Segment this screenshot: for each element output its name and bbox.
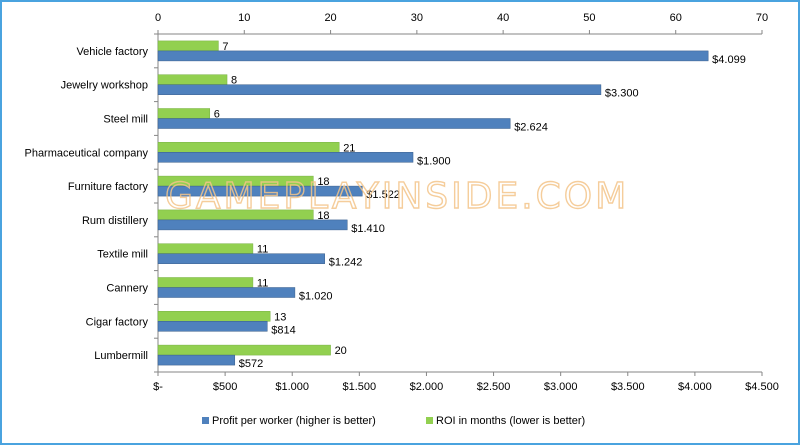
category-label: Lumbermill bbox=[94, 350, 148, 362]
roi-data-label: 7 bbox=[222, 41, 228, 53]
category-label: Jewelry workshop bbox=[61, 80, 148, 92]
profit-data-label: $1.020 bbox=[299, 291, 333, 303]
roi-data-label: 11 bbox=[257, 244, 268, 256]
bottom-axis-tick-label: $2.500 bbox=[477, 381, 511, 393]
profit-bar bbox=[157, 321, 268, 332]
legend-swatch-profit bbox=[202, 417, 209, 424]
roi-bar bbox=[157, 108, 211, 119]
profit-data-label: $572 bbox=[239, 358, 263, 370]
legend: Profit per worker (higher is better) ROI… bbox=[202, 415, 585, 427]
bottom-axis-tick-label: $3.000 bbox=[544, 381, 578, 393]
roi-data-label: 20 bbox=[335, 345, 347, 357]
top-axis-tick-label: 60 bbox=[670, 12, 682, 24]
profit-bar bbox=[157, 185, 363, 197]
roi-data-label: 8 bbox=[231, 75, 237, 87]
legend-label-roi: ROI in months (lower is better) bbox=[436, 415, 585, 427]
roi-data-label: 21 bbox=[343, 142, 355, 154]
category-label: Textile mill bbox=[97, 249, 148, 261]
profit-bar bbox=[157, 50, 709, 62]
roi-data-label: 11 bbox=[257, 278, 268, 290]
bottom-axis-tick-label: $3.500 bbox=[611, 381, 645, 393]
roi-bar bbox=[157, 243, 254, 254]
category-label: Pharmaceutical company bbox=[24, 147, 148, 159]
bottom-axis-tick-label: $1.500 bbox=[343, 381, 377, 393]
bottom-axis-tick-label: $2.000 bbox=[410, 381, 444, 393]
profit-data-label: $814 bbox=[271, 324, 295, 336]
profit-bar bbox=[157, 219, 348, 231]
bottom-axis-tick-label: $4.000 bbox=[678, 381, 712, 393]
profit-bar bbox=[157, 354, 236, 366]
profit-bar bbox=[157, 118, 511, 129]
profit-data-label: $1.242 bbox=[329, 257, 363, 269]
top-axis-tick-label: 30 bbox=[411, 12, 423, 24]
roi-data-label: 6 bbox=[214, 109, 220, 121]
category-label: Steel mill bbox=[103, 114, 148, 126]
profit-data-label: $3.300 bbox=[605, 88, 639, 100]
bottom-axis-tick-label: $4.500 bbox=[745, 381, 779, 393]
profit-bar bbox=[157, 253, 325, 264]
plot-area: 0 10 20 30 40 50 60 70 $- $500 $1.000 $1.500 $2.000 $… bbox=[24, 12, 778, 393]
watermark: GAMEPLAYINSIDE.COM bbox=[165, 176, 629, 217]
roi-bar bbox=[157, 142, 340, 153]
profit-data-label: $1.410 bbox=[351, 223, 385, 235]
legend-swatch-roi bbox=[426, 417, 433, 424]
roi-data-label: 18 bbox=[317, 210, 329, 222]
top-axis-tick-label: 20 bbox=[324, 12, 336, 24]
profit-data-label: $2.624 bbox=[514, 122, 548, 134]
roi-bar bbox=[157, 74, 228, 85]
profit-bar bbox=[157, 152, 414, 163]
category-label: Vehicle factory bbox=[76, 46, 148, 58]
roi-bar bbox=[157, 277, 254, 288]
profit-data-label: $4.099 bbox=[712, 54, 746, 66]
top-axis-tick-label: 40 bbox=[497, 12, 509, 24]
top-axis-tick-label: 0 bbox=[155, 12, 161, 24]
category-label: Furniture factory bbox=[68, 181, 149, 193]
top-axis-tick-label: 50 bbox=[583, 12, 595, 24]
profit-bar bbox=[157, 287, 296, 298]
category-label: Cigar factory bbox=[86, 316, 149, 328]
bottom-axis-tick-label: $1.000 bbox=[275, 381, 309, 393]
roi-bar bbox=[157, 311, 271, 322]
profit-bar bbox=[157, 84, 602, 95]
legend-label-profit: Profit per worker (higher is better) bbox=[212, 415, 376, 427]
roi-data-label: 18 bbox=[317, 176, 329, 188]
roi-bar bbox=[157, 344, 331, 356]
category-label: Cannery bbox=[106, 283, 148, 295]
profit-data-label: $1.900 bbox=[417, 155, 451, 167]
top-axis-tick-label: 70 bbox=[756, 12, 768, 24]
bottom-axis-tick-label: $500 bbox=[213, 381, 237, 393]
top-axis-tick-label: 10 bbox=[238, 12, 250, 24]
roi-bar bbox=[157, 40, 219, 52]
roi-data-label: 13 bbox=[274, 311, 286, 323]
category-label: Rum distillery bbox=[82, 215, 149, 227]
profit-data-label: $1.522 bbox=[366, 189, 400, 201]
bottom-axis-tick-label: $- bbox=[153, 381, 163, 393]
